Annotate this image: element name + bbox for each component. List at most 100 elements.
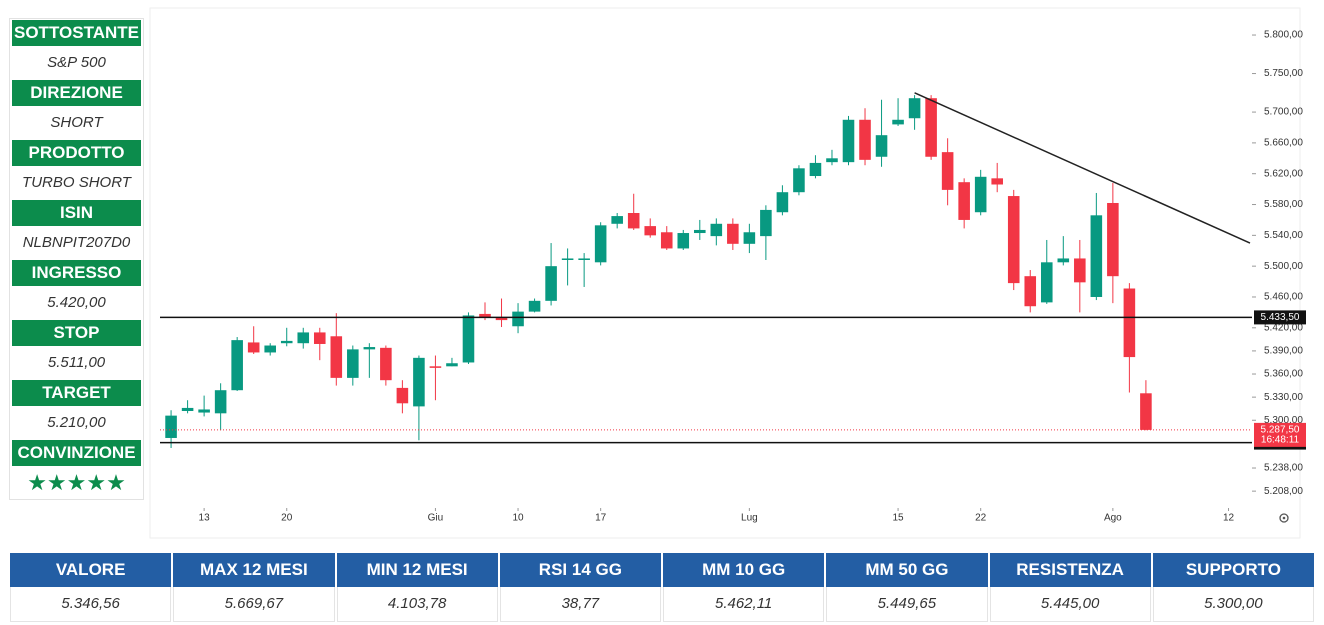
y-tick-label: 5.390,00 <box>1264 346 1303 357</box>
candle-body <box>677 233 690 249</box>
candle-body <box>793 168 805 193</box>
x-tick-label: Lug <box>741 513 758 524</box>
candle-body <box>165 415 177 438</box>
candle-body <box>1107 202 1119 277</box>
x-tick-label: Giu <box>428 513 444 524</box>
table-header-cell: MM 50 GG <box>826 553 988 587</box>
sidebar-value: S&P 500 <box>47 54 106 71</box>
candle-body <box>892 119 904 125</box>
y-tick-label: 5.800,00 <box>1264 30 1303 41</box>
candle-body <box>264 345 276 353</box>
candle-body <box>1007 196 1020 284</box>
candle-body <box>1090 215 1103 297</box>
candle-body <box>859 119 871 160</box>
level-tag <box>1254 310 1306 325</box>
sidebar-label: PRODOTTO <box>12 140 141 166</box>
y-tick-label: 5.620,00 <box>1264 168 1303 179</box>
y-tick-label: 5.750,00 <box>1264 68 1303 79</box>
candle-body <box>660 232 673 249</box>
candle-body <box>941 152 954 190</box>
y-tick-label: 5.540,00 <box>1264 230 1303 241</box>
y-tick-label: 5.460,00 <box>1264 292 1303 303</box>
stats-table: VALORE MAX 12 MESI MIN 12 MESI RSI 14 GG MM … <box>10 553 1314 622</box>
x-tick-label: Ago <box>1104 513 1122 524</box>
sidebar-value: NLBNPIT207D0 <box>22 234 131 251</box>
candle-body <box>313 332 326 344</box>
x-tick-label: 15 <box>893 513 905 524</box>
y-tick-label: 5.300,00 <box>1264 415 1303 426</box>
candle-body <box>247 342 260 353</box>
sidebar-label: CONVINZIONE <box>12 440 141 466</box>
y-tick-label: 5.208,00 <box>1264 486 1303 497</box>
candle-body <box>710 223 723 237</box>
candle-body <box>974 176 987 213</box>
table-header-cell: SUPPORTO <box>1152 553 1314 587</box>
x-tick-label: 12 <box>1223 513 1235 524</box>
last-price-label: 16:48:11 <box>1261 435 1300 446</box>
candle-body <box>842 119 855 163</box>
sidebar-value: ★★★★★ <box>27 470 126 495</box>
candle-body <box>231 340 243 391</box>
candle-body <box>330 336 343 378</box>
candle-body <box>214 390 227 414</box>
candle-body <box>198 409 210 413</box>
candle-body <box>727 223 739 244</box>
sidebar: SOTTOSTANTE S&P 500 DIREZIONE SHORT PRODOTTO… <box>9 18 144 500</box>
y-tick-label: 5.330,00 <box>1264 392 1303 403</box>
candle-body <box>479 313 491 318</box>
candle-body <box>495 317 508 321</box>
y-tick-label: 5.360,00 <box>1264 369 1303 380</box>
settings-icon[interactable] <box>1279 513 1289 523</box>
x-tick-label: 20 <box>281 513 293 524</box>
y-tick-label: 5.660,00 <box>1264 138 1303 149</box>
candle-body <box>743 232 756 244</box>
candle-body <box>347 349 359 378</box>
table-value-cell: 5.669,67 <box>173 587 335 622</box>
candle-body <box>561 258 574 260</box>
sidebar-label: ISIN <box>12 200 141 226</box>
candle-body <box>594 225 607 263</box>
candle-body <box>760 209 772 237</box>
chart-frame <box>149 7 1301 539</box>
table-values: 5.346,56 5.669,67 4.103,78 38,77 5.462,11 5.4… <box>10 587 1314 622</box>
candle-body <box>611 216 623 224</box>
sidebar-label: STOP <box>12 320 141 346</box>
candle-body <box>776 192 789 213</box>
x-tick-label: 22 <box>975 513 987 524</box>
table-value-cell: 5.346,56 <box>10 587 172 622</box>
candle-body <box>396 387 409 404</box>
candle-body <box>545 266 557 301</box>
sidebar-value: TURBO SHORT <box>22 174 131 191</box>
last-price-label: 5.287,50 <box>1261 425 1300 436</box>
sidebar-value: 5.210,00 <box>47 414 106 431</box>
candle-body <box>1040 262 1053 303</box>
candle-body <box>991 178 1003 185</box>
candle-body <box>875 135 888 157</box>
trendline <box>914 92 1251 244</box>
sidebar-value: SHORT <box>50 114 103 131</box>
sidebar-label: DIREZIONE <box>12 80 141 106</box>
candle-body <box>908 98 921 119</box>
candle-body <box>1123 288 1136 358</box>
x-tick-label: 10 <box>512 513 524 524</box>
candle-body <box>627 213 640 229</box>
candle-body <box>297 332 310 344</box>
candle-body <box>1074 258 1086 283</box>
x-tick-label: 17 <box>595 513 607 524</box>
y-tick-label: 5.500,00 <box>1264 261 1303 272</box>
sidebar-label: TARGET <box>12 380 141 406</box>
candle-body <box>429 366 442 368</box>
sidebar-value: 5.420,00 <box>47 294 106 311</box>
candle-body <box>1057 258 1070 263</box>
candle-body <box>528 300 541 312</box>
settings-icon-dot <box>1282 516 1286 520</box>
y-tick-label: 5.420,00 <box>1264 322 1303 333</box>
candle-body <box>413 357 425 407</box>
sidebar-label: INGRESSO <box>12 260 141 286</box>
candle-body <box>644 226 657 236</box>
y-tick-label: 5.580,00 <box>1264 199 1303 210</box>
table-header-cell: MM 10 GG <box>663 553 825 587</box>
chart: 5.800,00 5.750,00 5.700,00 5.660,00 5.620,00… <box>149 7 1306 539</box>
candle-body <box>280 340 293 344</box>
